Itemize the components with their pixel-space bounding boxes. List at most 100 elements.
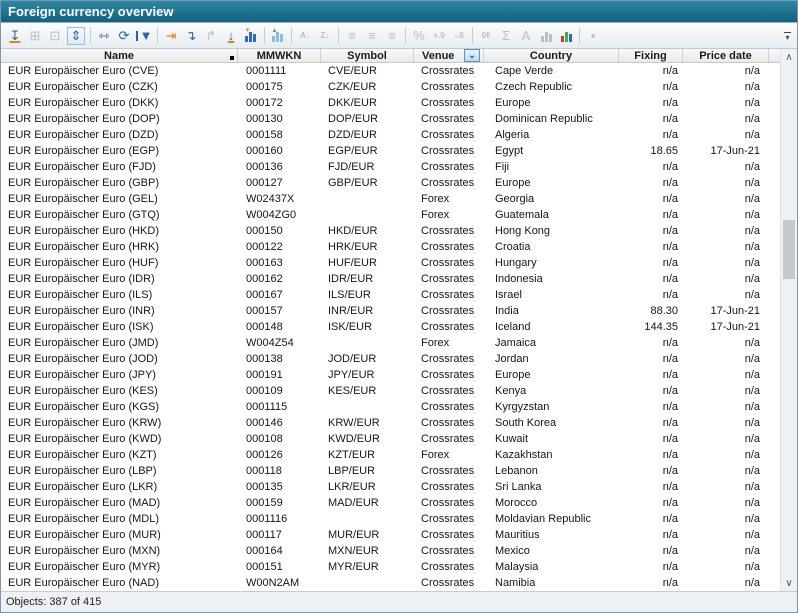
cell-name: EUR Europäischer Euro (IDR) xyxy=(8,273,155,285)
table-row[interactable]: EUR Europäischer Euro (KGS) 0001115 Crossr… xyxy=(1,399,797,415)
cell-mmwkn: 000191 xyxy=(246,369,283,381)
table-row[interactable]: EUR Europäischer Euro (ILS) 000167 ILS/EUR… xyxy=(1,287,797,303)
cell-name: EUR Europäischer Euro (JOD) xyxy=(8,353,158,365)
table-row[interactable]: EUR Europäischer Euro (DOP) 000130 DOP/EUR… xyxy=(1,111,797,127)
cell-name: EUR Europäischer Euro (KZT) xyxy=(8,449,157,461)
cell-name: EUR Europäischer Euro (MXN) xyxy=(8,545,161,557)
cell-venue: Crossrates xyxy=(421,161,475,173)
cell-fixing: n/a xyxy=(662,209,678,221)
cell-country: Indonesia xyxy=(495,273,543,285)
cell-fixing: n/a xyxy=(662,529,678,541)
fit-height-icon[interactable]: ⇕ xyxy=(67,26,85,45)
scroll-up-button[interactable]: ∧ xyxy=(781,49,797,65)
chart-colored-icon[interactable] xyxy=(556,26,576,46)
cell-country: Cape Verde xyxy=(495,65,554,77)
cell-symbol: CZK/EUR xyxy=(328,81,377,93)
cell-venue: Crossrates xyxy=(421,385,475,397)
table-row[interactable]: EUR Europäischer Euro (DZD) 000158 DZD/EUR… xyxy=(1,127,797,143)
cell-country: Sri Lanka xyxy=(495,481,542,493)
table-row[interactable]: EUR Europäischer Euro (KWD) 000108 KWD/EUR… xyxy=(1,431,797,447)
cell-fixing: 88.30 xyxy=(650,305,678,317)
percent-icon: % xyxy=(413,28,425,43)
cell-symbol: KES/EUR xyxy=(328,385,377,397)
mini-bars xyxy=(272,30,284,42)
scrollbar-thumb[interactable] xyxy=(783,220,795,279)
table-row[interactable]: EUR Europäischer Euro (MAD) 000159 MAD/EUR… xyxy=(1,495,797,511)
cell-mmwkn: 000148 xyxy=(246,321,283,333)
cell-country: Algeria xyxy=(495,129,530,141)
cell-symbol: LBP/EUR xyxy=(328,465,376,477)
table-row[interactable]: EUR Europäischer Euro (DKK) 000172 DKK/EUR… xyxy=(1,95,797,111)
table-row[interactable]: EUR Europäischer Euro (ISK) 000148 ISK/EUR… xyxy=(1,319,797,335)
scroll-down-button[interactable]: ∨ xyxy=(781,575,797,591)
column-header-symbol[interactable]: Symbol xyxy=(321,49,414,62)
cell-price-date: n/a xyxy=(744,337,760,349)
table-row[interactable]: EUR Europäischer Euro (FJD) 000136 FJD/EUR… xyxy=(1,159,797,175)
cell-name: EUR Europäischer Euro (JMD) xyxy=(8,337,159,349)
table-row[interactable]: EUR Europäischer Euro (JOD) 000138 JOD/EUR… xyxy=(1,351,797,367)
import-row-icon[interactable]: ↧ xyxy=(9,27,21,43)
table-row[interactable]: EUR Europäischer Euro (MUR) 000117 MUR/EUR… xyxy=(1,527,797,543)
table-row[interactable]: EUR Europäischer Euro (KRW) 000146 KRW/EUR… xyxy=(1,415,797,431)
table-row[interactable]: EUR Europäischer Euro (EGP) 000160 EGP/EUR… xyxy=(1,143,797,159)
table-row[interactable]: EUR Europäischer Euro (KES) 000109 KES/EUR… xyxy=(1,383,797,399)
toolbar-overflow-button[interactable]: ▾ xyxy=(781,29,794,43)
move-down-icon[interactable]: ↴ xyxy=(185,27,197,43)
cell-price-date: n/a xyxy=(744,369,760,381)
column-header-price-date[interactable]: Price date xyxy=(683,49,769,62)
expand-rows-icon: ⊞ xyxy=(29,27,41,43)
sort-to-bottom-icon[interactable]: ↓ xyxy=(227,28,235,43)
cell-name: EUR Europäischer Euro (CVE) xyxy=(8,65,159,77)
cell-country: Kenya xyxy=(495,385,527,397)
table-row[interactable]: EUR Europäischer Euro (NAD) W00N2AM Crossr… xyxy=(1,575,797,591)
cell-mmwkn: 000160 xyxy=(246,145,283,157)
cell-country: Croatia xyxy=(495,241,531,253)
table-row[interactable]: EUR Europäischer Euro (IDR) 000162 IDR/EUR… xyxy=(1,271,797,287)
table-row[interactable]: EUR Europäischer Euro (GEL) W02437X Forex G… xyxy=(1,191,797,207)
cell-venue: Crossrates xyxy=(421,321,475,333)
table-row[interactable]: EUR Europäischer Euro (LKR) 000135 LKR/EUR… xyxy=(1,479,797,495)
cell-symbol: FJD/EUR xyxy=(328,161,375,173)
filter-icon[interactable]: ▼ xyxy=(134,26,154,46)
cell-mmwkn: 000136 xyxy=(246,161,283,173)
table-row[interactable]: EUR Europäischer Euro (GBP) 000127 GBP/EUR… xyxy=(1,175,797,191)
table-row[interactable]: EUR Europäischer Euro (HKD) 000150 HKD/EUR… xyxy=(1,223,797,239)
new-view-icon[interactable]: ⇿ xyxy=(98,27,110,43)
cell-fixing: n/a xyxy=(662,65,678,77)
insert-column-icon[interactable]: ⇥ xyxy=(165,27,177,43)
cell-mmwkn: 000164 xyxy=(246,545,283,557)
cell-name: EUR Europäischer Euro (KES) xyxy=(8,385,158,397)
table-row[interactable]: EUR Europäischer Euro (JMD) W004Z54 Forex J… xyxy=(1,335,797,351)
column-header-fixing[interactable]: Fixing xyxy=(619,49,683,62)
table-row[interactable]: EUR Europäischer Euro (JPY) 000191 JPY/EUR… xyxy=(1,367,797,383)
cell-venue: Crossrates xyxy=(421,513,475,525)
window-titlebar[interactable]: Foreign currency overview xyxy=(1,1,797,23)
chart-values-icon[interactable]: ▾ xyxy=(241,26,261,46)
table-row[interactable]: EUR Europäischer Euro (KZT) 000126 KZT/EUR… xyxy=(1,447,797,463)
vertical-scrollbar[interactable]: ∧ ∨ xyxy=(780,49,797,591)
table-row[interactable]: EUR Europäischer Euro (CVE) 0001111 CVE/EU… xyxy=(1,63,797,79)
refresh-icon[interactable]: ⟳ xyxy=(118,27,130,43)
stripe-columns-icon[interactable]: ▴ xyxy=(268,26,288,46)
table-row[interactable]: EUR Europäischer Euro (CZK) 000175 CZK/EUR… xyxy=(1,79,797,95)
column-header-name[interactable]: Name xyxy=(1,49,238,62)
cell-fixing: n/a xyxy=(662,193,678,205)
table-row[interactable]: EUR Europäischer Euro (MXN) 000164 MXN/EUR… xyxy=(1,543,797,559)
table-row[interactable]: EUR Europäischer Euro (HUF) 000163 HUF/EUR… xyxy=(1,255,797,271)
column-header-country[interactable]: Country xyxy=(484,49,619,62)
table-row[interactable]: EUR Europäischer Euro (MYR) 000151 MYR/EUR… xyxy=(1,559,797,575)
cell-symbol: IDR/EUR xyxy=(328,273,374,285)
cell-mmwkn: 000162 xyxy=(246,273,283,285)
table-row[interactable]: EUR Europäischer Euro (MDL) 0001116 Crossr… xyxy=(1,511,797,527)
table-row[interactable]: EUR Europäischer Euro (HRK) 000122 HRK/EUR… xyxy=(1,239,797,255)
cell-name: EUR Europäischer Euro (DKK) xyxy=(8,97,159,109)
table-row[interactable]: EUR Europäischer Euro (INR) 000157 INR/EUR… xyxy=(1,303,797,319)
cell-symbol: DZD/EUR xyxy=(328,129,377,141)
column-header-venue[interactable]: Venue ⌄ xyxy=(414,49,484,62)
cell-venue: Crossrates xyxy=(421,177,475,189)
table-row[interactable]: EUR Europäischer Euro (GTQ) W004ZG0 Forex G… xyxy=(1,207,797,223)
column-header-mmwkn[interactable]: MMWKN xyxy=(238,49,321,62)
venue-filter-button[interactable]: ⌄ xyxy=(464,49,480,62)
cell-price-date: n/a xyxy=(744,513,760,525)
table-row[interactable]: EUR Europäischer Euro (LBP) 000118 LBP/EUR… xyxy=(1,463,797,479)
